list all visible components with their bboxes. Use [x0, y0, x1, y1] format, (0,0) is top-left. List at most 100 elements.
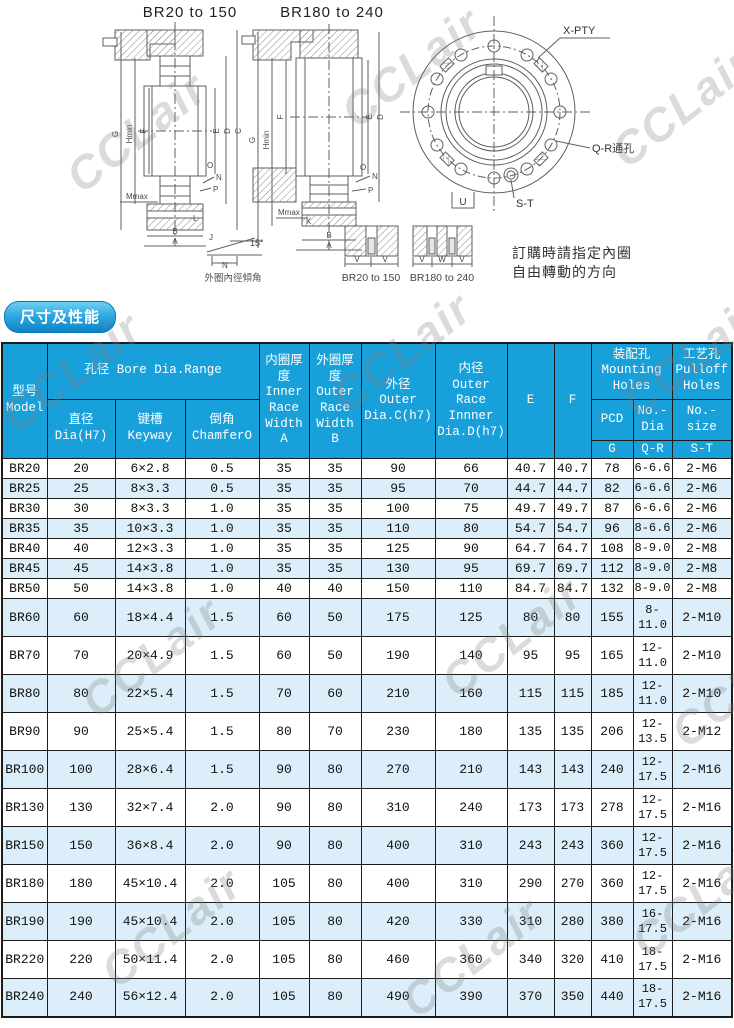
value-cell: 100: [360, 498, 436, 520]
flange-labels: X-PTY Q-R通孔 S-T U: [459, 25, 634, 210]
model-cell: BR60: [1, 598, 48, 638]
value-cell: 40: [46, 538, 116, 560]
value-cell: 80: [258, 712, 310, 752]
model-cell: BR20: [1, 458, 48, 480]
value-cell: 2-M6: [671, 498, 733, 520]
model-cell: BR25: [1, 478, 48, 500]
value-cell: 14×3.8: [114, 578, 186, 600]
col-group-pulloff-holes: 工艺孔 Pulloff Holes: [671, 342, 733, 400]
value-cell: 240: [46, 978, 116, 1018]
value-cell: 35: [258, 498, 310, 520]
order-note-line2: 自由轉動的方向: [512, 264, 617, 280]
col-header-outer-dia: 外径 Outer Dia.C(h7): [360, 342, 436, 460]
taper-caption: 外圈內徑傾角: [204, 272, 261, 284]
dim-label: E: [365, 114, 374, 119]
value-cell: 110: [434, 578, 508, 600]
value-cell: 95: [360, 478, 436, 500]
dim-label: Hmin: [125, 125, 134, 144]
dim-label: D: [223, 128, 232, 134]
col-header-no-size: No.- size: [671, 398, 733, 441]
value-cell: 54.7: [506, 518, 555, 540]
value-cell: 1.0: [184, 498, 260, 520]
value-cell: 105: [258, 940, 310, 980]
dim-label: L: [193, 214, 198, 223]
spec-table-header: 型号 Model 孔径 Bore Dia.Range 内圈厚 度 Inner R…: [1, 342, 733, 460]
model-cell: BR30: [1, 498, 48, 520]
value-cell: 310: [506, 902, 555, 942]
dim-label: Mmax: [126, 192, 148, 201]
value-cell: 35: [258, 538, 310, 560]
dim-label: V: [459, 255, 465, 264]
value-cell: 1.0: [184, 538, 260, 560]
dim-label: K: [306, 217, 312, 226]
col-header-model: 型号 Model: [1, 342, 48, 460]
value-cell: 95: [434, 558, 508, 580]
model-cell: BR190: [1, 902, 48, 942]
drawing-title-br20-150: BR20 to 150: [143, 4, 237, 21]
value-cell: 190: [360, 636, 436, 676]
value-cell: 84.7: [506, 578, 555, 600]
section-view-br20-150: [344, 225, 399, 267]
value-cell: 56×12.4: [114, 978, 186, 1018]
value-cell: 210: [360, 674, 436, 714]
technical-drawings: BR20 to 150 BR180 to 240 G Hmin F E D C …: [0, 0, 734, 295]
model-cell: BR220: [1, 940, 48, 980]
value-cell: 2-M16: [671, 750, 733, 790]
value-cell: 173: [553, 788, 592, 828]
value-cell: 410: [590, 940, 634, 980]
value-cell: 8×3.3: [114, 498, 186, 520]
value-cell: 1.5: [184, 750, 260, 790]
value-cell: 80: [308, 940, 362, 980]
value-cell: 80: [308, 788, 362, 828]
dim-label: Mmax: [278, 208, 300, 217]
value-cell: 180: [46, 864, 116, 904]
value-cell: 2-M8: [671, 578, 733, 600]
value-cell: 45: [46, 558, 116, 580]
table-row: BR90 90 25×5.4 1.5 80 70 230 180 135 135 206 12-13.…: [1, 712, 733, 752]
value-cell: 40: [258, 578, 310, 600]
value-cell: 130: [46, 788, 116, 828]
value-cell: 2-M8: [671, 538, 733, 560]
value-cell: 240: [590, 750, 634, 790]
value-cell: 35: [308, 558, 362, 580]
col-header-e: E: [506, 342, 555, 460]
flange-front-view: [400, 16, 610, 214]
value-cell: 150: [46, 826, 116, 866]
value-cell: 2-M16: [671, 902, 733, 942]
value-cell: 490: [360, 978, 436, 1018]
value-cell: 2-M6: [671, 518, 733, 540]
table-row: BR130 130 32×7.4 2.0 90 80 310 240 173 173 278 12-1…: [1, 788, 733, 828]
value-cell: 2.0: [184, 940, 260, 980]
taper-detail: [206, 237, 262, 266]
col-group-bore: 孔径 Bore Dia.Range: [46, 342, 260, 400]
value-cell: 150: [360, 578, 436, 600]
value-cell: 12-11.0: [632, 636, 673, 676]
value-cell: 143: [506, 750, 555, 790]
value-cell: 18-17.5: [632, 940, 673, 980]
value-cell: 70: [258, 674, 310, 714]
value-cell: 70: [434, 478, 508, 500]
value-cell: 90: [434, 538, 508, 560]
value-cell: 115: [506, 674, 555, 714]
col-header-dia: 直径 Dia(H7): [46, 398, 116, 460]
value-cell: 8-11.0: [632, 598, 673, 638]
dim-label: Hmin: [262, 131, 271, 150]
value-cell: 390: [434, 978, 508, 1018]
table-row: BR220 220 50×11.4 2.0 105 80 460 360 340 320 410 18…: [1, 940, 733, 980]
model-cell: BR80: [1, 674, 48, 714]
value-cell: 60: [308, 674, 362, 714]
value-cell: 90: [258, 788, 310, 828]
dim-label: N: [216, 173, 222, 182]
value-cell: 350: [553, 978, 592, 1018]
table-row: BR180 180 45×10.4 2.0 105 80 400 310 290 270 360 12…: [1, 864, 733, 904]
value-cell: 90: [360, 458, 436, 480]
dim-label: O: [360, 163, 366, 172]
value-cell: 96: [590, 518, 634, 540]
value-cell: 240: [434, 788, 508, 828]
value-cell: 110: [360, 518, 436, 540]
value-cell: 105: [258, 902, 310, 942]
value-cell: 25: [46, 478, 116, 500]
section-b-caption: BR180 to 240: [410, 272, 474, 284]
value-cell: 108: [590, 538, 634, 560]
value-cell: 10×3.3: [114, 518, 186, 540]
